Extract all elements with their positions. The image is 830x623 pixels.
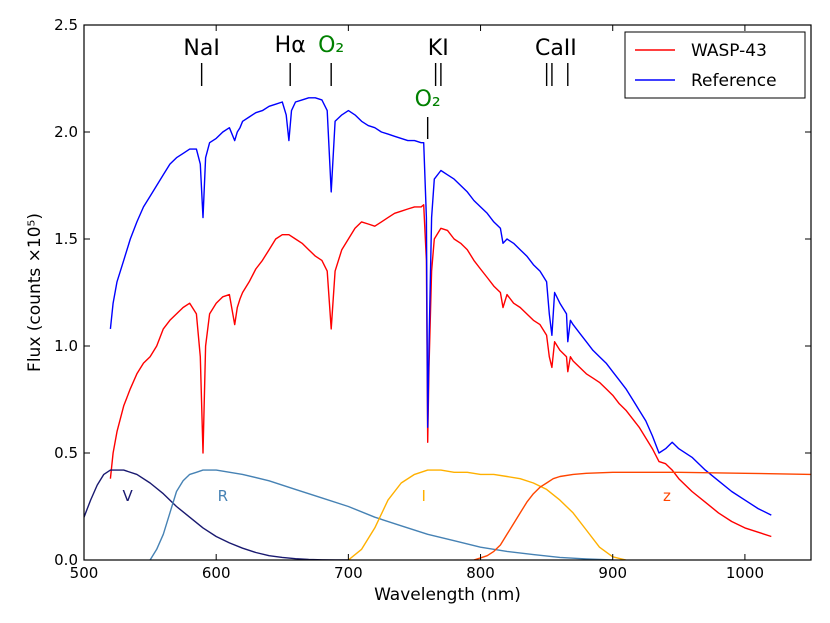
line-label-3: KI bbox=[428, 36, 449, 61]
series-line-2 bbox=[84, 469, 349, 560]
spectral-line-labels: NaI Hα O₂ KI O₂ CaII bbox=[183, 33, 577, 139]
y-axis: 0.0 0.5 1.0 1.5 2.0 2.5 bbox=[54, 16, 811, 569]
band-label-3: z bbox=[663, 487, 671, 505]
legend-label-1: Reference bbox=[691, 71, 777, 91]
line-label-1: Hα bbox=[275, 33, 306, 58]
line-label-0: NaI bbox=[183, 36, 219, 61]
series-line-3 bbox=[149, 469, 613, 560]
series-line-0 bbox=[109, 204, 772, 538]
y-axis-title: Flux (counts ×10⁵) bbox=[25, 213, 45, 372]
x-axis-title: Wavelength (nm) bbox=[374, 585, 521, 605]
band-label-2: I bbox=[421, 487, 425, 505]
series-line-1 bbox=[109, 97, 772, 516]
x-tick-label-3: 800 bbox=[466, 564, 495, 582]
y-tick-label-0: 0.0 bbox=[54, 551, 78, 569]
legend-label-0: WASP-43 bbox=[691, 41, 767, 61]
plot-area bbox=[84, 97, 811, 560]
x-tick-label-2: 700 bbox=[334, 564, 363, 582]
y-tick-label-5: 2.5 bbox=[54, 16, 78, 34]
y-tick-label-3: 1.5 bbox=[54, 230, 78, 248]
legend: WASP-43 Reference bbox=[624, 31, 806, 99]
plot-frame bbox=[83, 24, 812, 561]
x-tick-label-0: 500 bbox=[70, 564, 99, 582]
x-tick-label-4: 900 bbox=[598, 564, 627, 582]
y-tick-label-2: 1.0 bbox=[54, 337, 78, 355]
band-label-1: R bbox=[218, 487, 228, 505]
line-label-5: CaII bbox=[535, 36, 577, 61]
legend-box bbox=[624, 31, 806, 99]
line-label-4: O₂ bbox=[415, 87, 441, 112]
x-tick-label-1: 600 bbox=[202, 564, 231, 582]
series-line-5 bbox=[473, 471, 811, 560]
band-label-0: V bbox=[122, 487, 133, 505]
x-tick-label-5: 1000 bbox=[726, 564, 764, 582]
y-tick-label-4: 2.0 bbox=[54, 123, 78, 141]
y-tick-label-1: 0.5 bbox=[54, 444, 78, 462]
x-axis: 500 600 700 800 900 1000 bbox=[70, 25, 764, 582]
series-line-4 bbox=[347, 469, 627, 560]
line-label-2: O₂ bbox=[318, 33, 344, 58]
